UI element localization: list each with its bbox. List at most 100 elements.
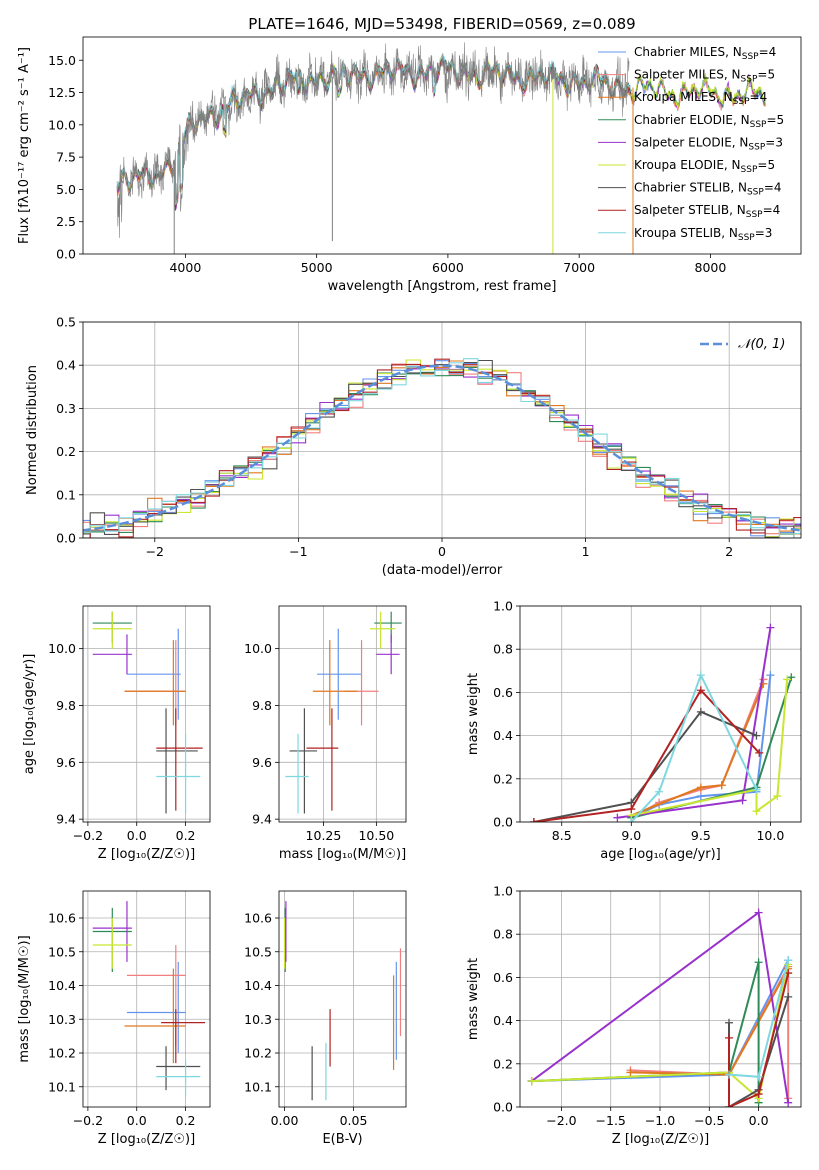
axes-frame — [278, 890, 407, 1108]
weight-marker-kroupa_elodie — [773, 792, 782, 801]
axes-frame — [519, 890, 802, 1108]
y-tick-label: 0.0 — [56, 247, 76, 262]
y-tick-label: 0.4 — [493, 728, 513, 743]
x-tick-label: 0.2 — [176, 828, 196, 843]
weight-marker-chabrier_elodie — [754, 958, 763, 967]
x-tick-label: 10.0 — [756, 828, 784, 843]
y-axis-label: Normed distribution — [25, 365, 40, 495]
weight-marker-kroupa_elodie — [527, 1077, 536, 1086]
weight-marker-kroupa_miles — [717, 781, 726, 790]
x-tick-label: 10.25 — [306, 828, 342, 843]
weight-marker-chabrier_elodie — [787, 673, 796, 682]
x-axis-label: E(B-V) — [322, 1132, 362, 1147]
y-tick-label: 0.4 — [56, 358, 76, 373]
x-tick-label: 0.0 — [127, 828, 147, 843]
x-tick-label: −2.0 — [546, 1113, 576, 1128]
legend-entry-salpeter_elodie: Salpeter ELODIE, NSSP=3 — [634, 135, 783, 152]
x-axis-label: Z [log₁₀(Z/Z☉)] — [98, 1132, 195, 1147]
legend-subscript: SSP — [742, 52, 759, 62]
age-vs-mass-panel: 10.25 10.50 9.4 9.6 9.8 10.0 mass [log₁₀(M/M☉)… — [244, 605, 407, 862]
legend-count: =5 — [757, 158, 775, 172]
spectrum-panel: 4000 5000 6000 7000 8000 0.0 2.5 5.0 7.5 10.0 12.5… — [17, 36, 802, 294]
weight-marker-salpeter_stelib — [725, 1103, 734, 1107]
y-axis-label: mass weight — [466, 673, 481, 755]
x-tick-label: 8000 — [695, 260, 727, 275]
histogram-salpeter_stelib — [83, 358, 801, 538]
legend-entry-chabrier_elodie: Chabrier ELODIE, NSSP=5 — [634, 113, 784, 130]
spectrum-legend: Chabrier MILES, NSSP=4 Salpeter MILES, NS… — [598, 45, 784, 243]
plot-area — [283, 901, 402, 1101]
y-tick-label: 1.0 — [493, 884, 513, 899]
x-axis-label: age [log₁₀(age/yr)] — [600, 847, 721, 862]
weight-marker-kroupa_miles — [626, 1068, 635, 1077]
x-axis-label: wavelength [Angstrom, rest frame] — [328, 279, 557, 294]
legend-subscript: SSP — [747, 188, 764, 198]
weight-marker-salpeter_elodie — [784, 1098, 793, 1107]
x-tick-label: 4000 — [169, 260, 201, 275]
residuals-panel: −2 −1 0 1 2 0.0 0.1 0.2 0.3 0.4 0.5 (data-model)/er… — [25, 315, 802, 578]
weight-marker-salpeter_stelib — [696, 686, 705, 695]
x-tick-label: −2 — [146, 544, 164, 559]
y-tick-label: 0.4 — [493, 1013, 513, 1028]
weight-marker-salpeter_stelib — [755, 748, 764, 757]
legend-entry-kroupa_miles: Kroupa MILES, NSSP=4 — [634, 90, 767, 107]
legend-count: =4 — [764, 181, 782, 195]
y-axis-label: mass [log₁₀(M/M☉)] — [17, 935, 32, 1062]
x-tick-label: −1 — [289, 544, 307, 559]
weight-line-salpeter_stelib — [533, 688, 761, 822]
x-axis-label: Z [log₁₀(Z/Z☉)] — [612, 1132, 709, 1147]
y-tick-label: 10.6 — [48, 911, 76, 926]
legend-subscript: SSP — [738, 233, 755, 243]
weight-marker-salpeter_stelib — [754, 1090, 763, 1099]
x-tick-label: 10.50 — [358, 828, 394, 843]
x-tick-label: 0.0 — [127, 1113, 147, 1128]
y-tick-label: 10.0 — [48, 641, 76, 656]
weight-line-chabrier_stelib — [533, 710, 757, 822]
plot-area — [83, 358, 801, 538]
y-tick-label: 0.5 — [56, 315, 76, 330]
legend-subscript: SSP — [741, 165, 758, 175]
weight-marker-kroupa_elodie — [783, 675, 792, 684]
weight-marker-chabrier_stelib — [784, 992, 793, 1001]
y-tick-label: 0.2 — [493, 1056, 513, 1071]
legend-subscript: SSP — [750, 120, 767, 130]
weight-marker-kroupa_stelib — [725, 1070, 734, 1079]
x-tick-label: −0.5 — [694, 1113, 724, 1128]
weight-marker-chabrier_stelib — [725, 1018, 734, 1027]
legend-count: =4 — [759, 45, 777, 59]
x-tick-label: −1.5 — [596, 1113, 626, 1128]
y-tick-label: 2.5 — [56, 214, 76, 229]
weight-marker-kroupa_miles — [696, 783, 705, 792]
x-tick-label: 9.5 — [691, 828, 711, 843]
y-tick-label: 0.0 — [493, 1100, 513, 1115]
x-tick-label: −0.2 — [73, 828, 103, 843]
weight-marker-kroupa_stelib — [696, 671, 705, 680]
y-tick-label: 7.5 — [56, 150, 76, 165]
histogram-salpeter_elodie — [83, 365, 801, 538]
weight-marker-kroupa_stelib — [754, 1072, 763, 1081]
y-tick-label: 10.4 — [48, 978, 76, 993]
legend-subscript: SSP — [746, 210, 763, 220]
mass-vs-metallicity-panel: −0.2 0.0 0.2 10.1 10.2 10.3 10.4 10.5 10.6 Z [log… — [17, 890, 211, 1147]
y-tick-label: 10.1 — [244, 1079, 272, 1094]
y-tick-label: 10.2 — [244, 1046, 272, 1061]
weight-marker-chabrier_stelib — [752, 731, 761, 740]
weight-marker-salpeter_stelib — [725, 1033, 734, 1042]
legend-subscript: SSP — [748, 142, 765, 152]
legend-count: =5 — [766, 113, 784, 127]
axes-frame — [278, 605, 407, 823]
figure-title: PLATE=1646, MJD=53498, FIBERID=0569, z=0… — [248, 15, 635, 33]
y-tick-label: 0.2 — [56, 444, 76, 459]
y-tick-label: 0.6 — [493, 685, 513, 700]
y-tick-label: 0.2 — [493, 771, 513, 786]
weight-marker-salpeter_stelib — [627, 805, 636, 814]
legend-count: =4 — [763, 203, 781, 217]
y-tick-label: 9.4 — [56, 812, 76, 827]
legend-count: =5 — [757, 68, 775, 82]
legend-entry-chabrier_miles: Chabrier MILES, NSSP=4 — [634, 45, 776, 62]
x-tick-label: 0.0 — [749, 1113, 769, 1128]
weight-marker-kroupa_stelib — [627, 818, 636, 822]
y-tick-label: 12.5 — [48, 85, 76, 100]
x-tick-label: 5000 — [301, 260, 333, 275]
plot-area — [116, 42, 766, 254]
